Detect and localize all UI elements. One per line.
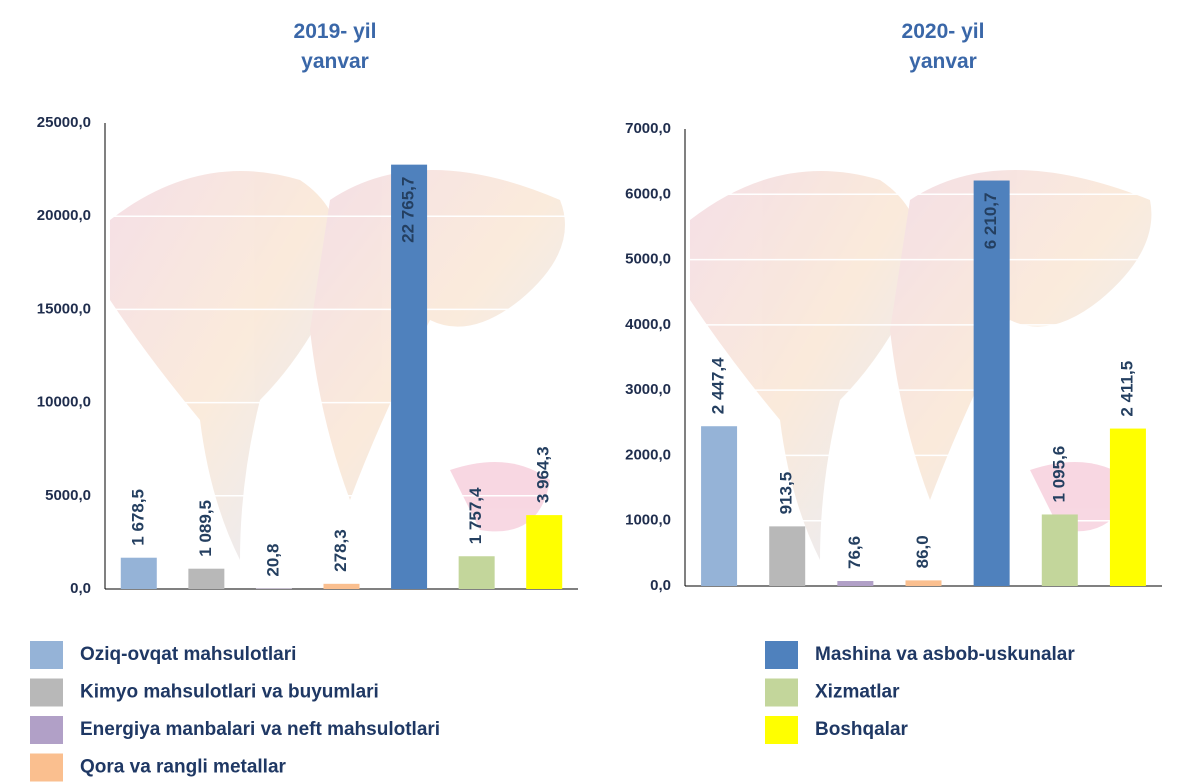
bar	[1041, 514, 1078, 586]
bar	[458, 556, 495, 589]
legend-label: Kimyo mahsulotlari va buyumlari	[80, 682, 379, 703]
legend-swatch	[30, 753, 63, 782]
bar	[973, 180, 1010, 586]
y-tick-label: 25000,0	[37, 114, 91, 131]
data-label: 20,8	[263, 544, 282, 577]
data-label: 1 678,5	[128, 489, 147, 546]
legend-swatch	[765, 678, 798, 707]
title-line: 2020- yil	[902, 20, 985, 43]
data-label: 1 089,5	[196, 500, 215, 557]
y-tick-label: 5000,0	[45, 487, 91, 504]
y-tick-label: 1000,0	[625, 512, 671, 529]
title-line: yanvar	[301, 50, 369, 73]
y-tick-label: 6000,0	[625, 185, 671, 202]
y-tick-label: 0,0	[650, 577, 671, 594]
legend-swatch	[765, 716, 798, 744]
legend-swatch	[30, 678, 63, 707]
bar	[701, 426, 738, 586]
legend-label: Xizmatlar	[815, 682, 900, 703]
y-tick-label: 5000,0	[625, 251, 671, 268]
y-tick-label: 2000,0	[625, 446, 671, 463]
bar	[323, 583, 360, 589]
data-label: 6 210,7	[981, 193, 1000, 250]
legend-swatch	[30, 716, 63, 744]
legend-label: Energiya manbalari va neft mahsulotlari	[80, 719, 440, 740]
legend-swatch	[30, 641, 63, 669]
bar	[526, 515, 563, 589]
bar	[120, 557, 157, 589]
bar	[769, 526, 806, 586]
data-label: 2 447,4	[709, 357, 728, 414]
y-tick-label: 4000,0	[625, 316, 671, 333]
y-tick-label: 0,0	[70, 580, 91, 597]
data-label: 913,5	[777, 472, 796, 515]
legend-swatch	[765, 641, 798, 669]
bar	[905, 580, 942, 586]
data-label: 3 964,3	[534, 446, 553, 503]
data-label: 2 411,5	[1117, 361, 1136, 417]
y-tick-label: 7000,0	[625, 120, 671, 137]
bar	[1109, 428, 1146, 586]
title-line: yanvar	[909, 50, 977, 73]
legend-label: Oziq-ovqat mahsulotlari	[80, 644, 296, 665]
title-line: 2019- yil	[294, 20, 377, 43]
bar	[391, 164, 428, 590]
map-background	[110, 170, 1152, 560]
legend-label: Boshqalar	[815, 719, 909, 740]
bar	[837, 580, 874, 586]
data-label: 1 095,6	[1049, 446, 1068, 503]
bar	[188, 568, 225, 589]
y-tick-label: 3000,0	[625, 381, 671, 398]
chart-title: 2020- yil yanvar	[902, 20, 985, 73]
y-tick-label: 15000,0	[37, 300, 91, 317]
y-tick-label: 20000,0	[37, 207, 91, 224]
data-label: 1 757,4	[466, 487, 485, 544]
data-label: 278,3	[331, 529, 350, 572]
data-label: 22 765,7	[399, 177, 418, 243]
legend-label: Mashina va asbob-uskunalar	[815, 644, 1075, 665]
data-label: 76,6	[845, 536, 864, 569]
y-tick-label: 10000,0	[37, 394, 91, 411]
data-label: 86,0	[913, 535, 932, 568]
legend-label: Qora va rangli metallar	[80, 757, 287, 778]
chart-title: 2019- yil yanvar	[294, 20, 377, 73]
